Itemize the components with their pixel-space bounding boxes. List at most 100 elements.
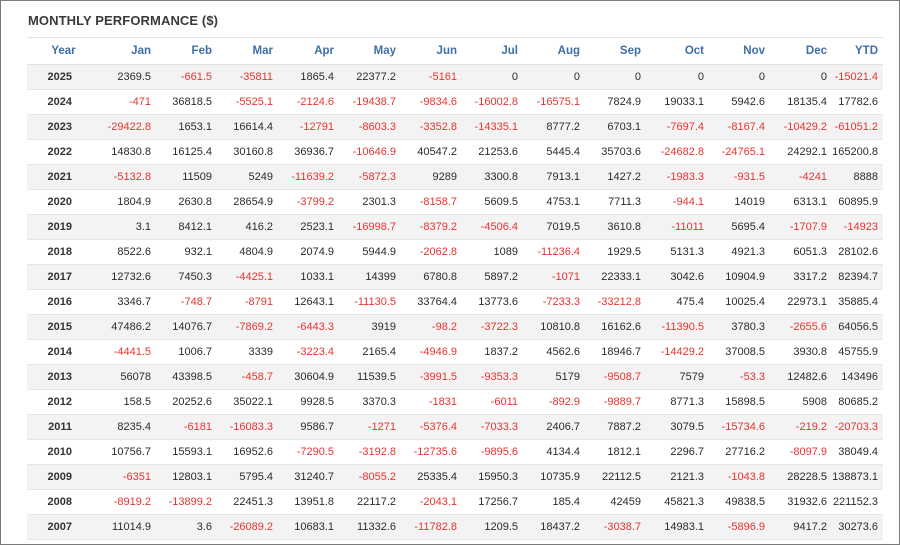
month-value-cell: 18437.2: [523, 514, 585, 540]
month-value-cell: -19438.7: [339, 89, 401, 115]
month-value-cell: 6051.3: [770, 239, 832, 265]
month-value-cell: 3300.8: [462, 164, 523, 190]
month-value-cell: 0: [585, 64, 646, 90]
month-value-cell: -16575.1: [523, 89, 585, 115]
month-value-cell: 5944.9: [339, 239, 401, 265]
month-value-cell: -748.7: [156, 289, 217, 315]
month-value-cell: 9928.5: [278, 389, 339, 415]
ytd-cell: 165200.8: [832, 139, 883, 165]
month-value-cell: -5896.9: [709, 514, 770, 540]
year-cell: 2014: [27, 339, 100, 365]
month-value-cell: 14019: [709, 189, 770, 215]
month-value-cell: 1209.5: [462, 514, 523, 540]
month-value-cell: -15734.6: [709, 414, 770, 440]
month-value-cell: 4804.9: [217, 239, 278, 265]
month-value-cell: -3352.8: [401, 114, 462, 140]
month-value-cell: -4946.9: [401, 339, 462, 365]
month-value-cell: 0: [770, 64, 832, 90]
month-value-cell: 8777.2: [523, 114, 585, 140]
month-value-cell: 4562.6: [523, 339, 585, 365]
month-value-cell: 25335.4: [401, 464, 462, 490]
year-cell: 2010: [27, 439, 100, 465]
table-row: 2018 8522.6 932.1 4804.9 2074.9 5944.9 -2062.8…: [27, 239, 883, 265]
month-value-cell: 28228.5: [770, 464, 832, 490]
month-value-cell: 5695.4: [709, 214, 770, 240]
month-value-cell: -29422.8: [100, 114, 156, 140]
ytd-cell: 17782.6: [832, 89, 883, 115]
month-value-cell: 4134.4: [523, 439, 585, 465]
month-value-cell: 49838.5: [709, 489, 770, 515]
month-value-cell: 22117.2: [339, 489, 401, 515]
month-value-cell: 3.6: [156, 514, 217, 540]
month-value-cell: -944.1: [646, 189, 709, 215]
month-value-cell: -8379.2: [401, 214, 462, 240]
month-value-cell: 5179: [523, 364, 585, 390]
month-value-cell: -3192.8: [339, 439, 401, 465]
month-value-cell: -1831: [401, 389, 462, 415]
column-header-apr: Apr: [278, 37, 339, 65]
month-value-cell: 14983.1: [646, 514, 709, 540]
month-value-cell: -1707.9: [770, 214, 832, 240]
month-value-cell: 3317.2: [770, 264, 832, 290]
ytd-cell: 64056.5: [832, 314, 883, 340]
column-header-jan: Jan: [100, 37, 156, 65]
month-value-cell: -458.7: [217, 364, 278, 390]
month-value-cell: 416.2: [217, 214, 278, 240]
month-value-cell: -4506.4: [462, 214, 523, 240]
month-value-cell: -8603.3: [339, 114, 401, 140]
month-value-cell: -10429.2: [770, 114, 832, 140]
month-value-cell: 37008.5: [709, 339, 770, 365]
year-cell: 2015: [27, 314, 100, 340]
month-value-cell: 8235.4: [100, 414, 156, 440]
month-value-cell: 2630.8: [156, 189, 217, 215]
table-row: 2022 14830.8 16125.4 30160.8 36936.7 -10646.9…: [27, 139, 883, 165]
month-value-cell: -11011: [646, 214, 709, 240]
month-value-cell: -8919.2: [100, 489, 156, 515]
month-value-cell: 43398.5: [156, 364, 217, 390]
month-value-cell: 7711.3: [585, 189, 646, 215]
month-value-cell: -1043.8: [709, 464, 770, 490]
year-cell: 2016: [27, 289, 100, 315]
month-value-cell: 42459: [585, 489, 646, 515]
month-value-cell: 13773.6: [462, 289, 523, 315]
month-value-cell: 3919: [339, 314, 401, 340]
month-value-cell: -9895.6: [462, 439, 523, 465]
month-value-cell: 5897.2: [462, 264, 523, 290]
column-header-jul: Jul: [462, 37, 523, 65]
month-value-cell: 30604.9: [278, 364, 339, 390]
month-value-cell: 1653.1: [156, 114, 217, 140]
month-value-cell: 7450.3: [156, 264, 217, 290]
month-value-cell: -6011: [462, 389, 523, 415]
ytd-cell: 38049.4: [832, 439, 883, 465]
column-header-oct: Oct: [646, 37, 709, 65]
month-value-cell: 2121.3: [646, 464, 709, 490]
month-value-cell: -6351: [100, 464, 156, 490]
month-value-cell: 11332.6: [339, 514, 401, 540]
month-value-cell: -12791: [278, 114, 339, 140]
table-row: 2023 -29422.8 1653.1 16614.4 -12791 -8603.3 -3…: [27, 114, 883, 140]
month-value-cell: 16162.6: [585, 314, 646, 340]
month-value-cell: 5942.6: [709, 89, 770, 115]
month-value-cell: 1427.2: [585, 164, 646, 190]
month-value-cell: -6443.3: [278, 314, 339, 340]
month-value-cell: -1071: [523, 264, 585, 290]
month-value-cell: -4241: [770, 164, 832, 190]
month-value-cell: -219.2: [770, 414, 832, 440]
month-value-cell: -26089.2: [217, 514, 278, 540]
month-value-cell: -35811: [217, 64, 278, 90]
month-value-cell: -5525.1: [217, 89, 278, 115]
month-value-cell: 15593.1: [156, 439, 217, 465]
month-value-cell: 6703.1: [585, 114, 646, 140]
month-value-cell: 185.4: [523, 489, 585, 515]
month-value-cell: -7233.3: [523, 289, 585, 315]
month-value-cell: 12643.1: [278, 289, 339, 315]
year-cell: 2020: [27, 189, 100, 215]
month-value-cell: 36818.5: [156, 89, 217, 115]
month-value-cell: 2369.5: [100, 64, 156, 90]
table-row: 2008 -8919.2 -13899.2 22451.3 13951.8 22117.2…: [27, 489, 883, 515]
month-value-cell: 158.5: [100, 389, 156, 415]
table-row: 2017 12732.6 7450.3 -4425.1 1033.1 14399 6780.…: [27, 264, 883, 290]
ytd-cell: 221152.3: [832, 489, 883, 515]
month-value-cell: 2301.3: [339, 189, 401, 215]
year-cell: 2025: [27, 64, 100, 90]
